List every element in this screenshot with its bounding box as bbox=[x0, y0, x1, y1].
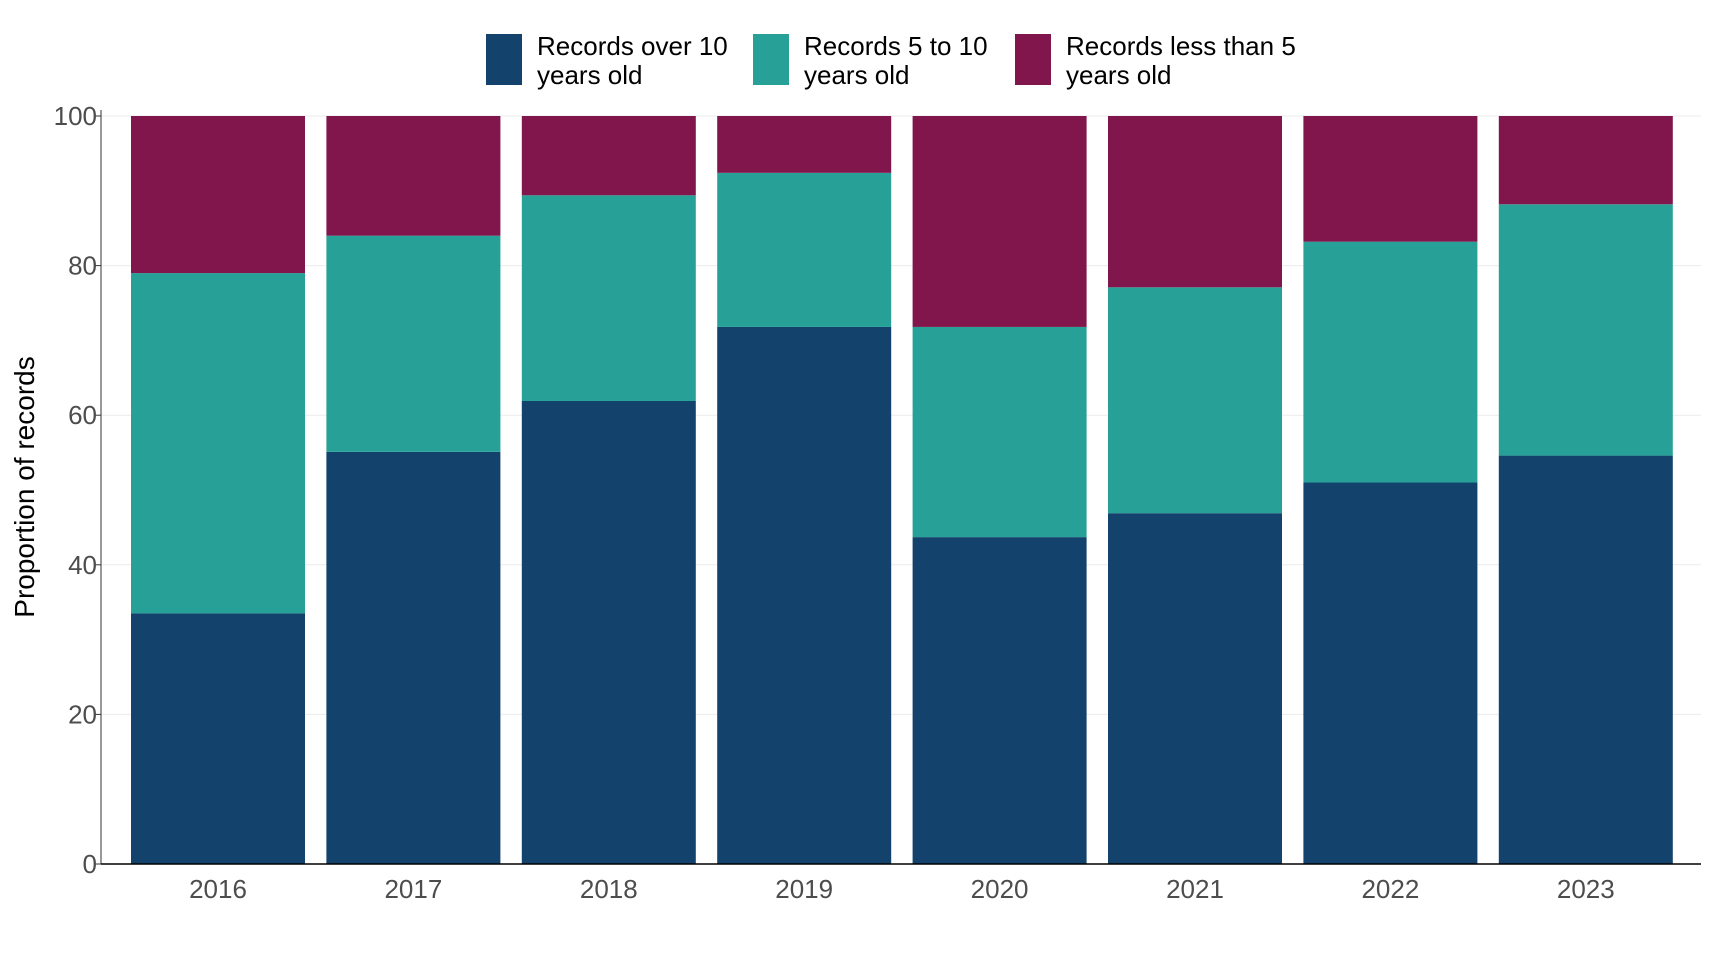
legend-swatch bbox=[486, 34, 522, 85]
bar-segment-2021-series-2 bbox=[1108, 116, 1282, 288]
axes: 0 20 40 60 80 100 2016 2017 2018 2019 2020 2021 2022… bbox=[54, 101, 1701, 904]
y-tick-label: 0 bbox=[83, 849, 97, 879]
bar-segment-2023-series-1 bbox=[1498, 204, 1673, 456]
bar-segment-2016-series-2 bbox=[131, 116, 305, 274]
bar-segment-2019-series-1 bbox=[717, 172, 892, 327]
legend-label: Records over 10 bbox=[537, 31, 728, 61]
y-axis-title: Proportion of records bbox=[9, 356, 40, 617]
bar-segment-2016-series-1 bbox=[131, 273, 305, 614]
legend-label: years old bbox=[537, 60, 643, 90]
y-tick-label: 20 bbox=[68, 699, 97, 729]
bar-segment-2016-series-0 bbox=[131, 613, 305, 864]
bar-segment-2022-series-2 bbox=[1303, 116, 1478, 242]
x-tick-label: 2019 bbox=[775, 874, 833, 904]
bar-segment-2018-series-2 bbox=[521, 116, 696, 196]
y-tick-label: 60 bbox=[68, 400, 97, 430]
legend-label: years old bbox=[1066, 60, 1172, 90]
bar-segment-2022-series-1 bbox=[1303, 241, 1478, 483]
x-tick-label: 2021 bbox=[1166, 874, 1224, 904]
x-tick-label: 2022 bbox=[1361, 874, 1419, 904]
legend-swatch bbox=[753, 34, 789, 85]
x-tick-label: 2016 bbox=[189, 874, 247, 904]
y-tick-label: 40 bbox=[68, 550, 97, 580]
x-tick-label: 2017 bbox=[384, 874, 442, 904]
bar-segment-2021-series-0 bbox=[1108, 513, 1282, 864]
x-tick-label: 2023 bbox=[1557, 874, 1615, 904]
bar-segment-2023-series-2 bbox=[1498, 116, 1673, 205]
bar-segment-2020-series-1 bbox=[912, 326, 1087, 538]
bar-segment-2019-series-0 bbox=[717, 326, 892, 864]
bar-segment-2017-series-1 bbox=[326, 235, 501, 452]
legend-label: Records less than 5 bbox=[1066, 31, 1296, 61]
y-tick-label: 100 bbox=[54, 101, 97, 131]
x-tick-label: 2020 bbox=[971, 874, 1029, 904]
bar-segment-2020-series-2 bbox=[912, 116, 1087, 327]
y-tick-label: 80 bbox=[68, 251, 97, 281]
bar-segment-2019-series-2 bbox=[717, 116, 892, 173]
bar-segment-2017-series-2 bbox=[326, 116, 501, 236]
bar-segment-2018-series-1 bbox=[521, 195, 696, 401]
bar-segment-2017-series-0 bbox=[326, 451, 501, 864]
bar-segment-2020-series-0 bbox=[912, 537, 1087, 864]
legend-swatch bbox=[1015, 34, 1051, 85]
bar-segment-2018-series-0 bbox=[521, 400, 696, 864]
legend-label: years old bbox=[804, 60, 910, 90]
bar-segment-2022-series-0 bbox=[1303, 482, 1478, 864]
bar-segment-2021-series-1 bbox=[1108, 287, 1282, 514]
x-tick-label: 2018 bbox=[580, 874, 638, 904]
legend-label: Records 5 to 10 bbox=[804, 31, 988, 61]
bar-segment-2023-series-0 bbox=[1498, 455, 1673, 864]
bars bbox=[131, 116, 1673, 864]
